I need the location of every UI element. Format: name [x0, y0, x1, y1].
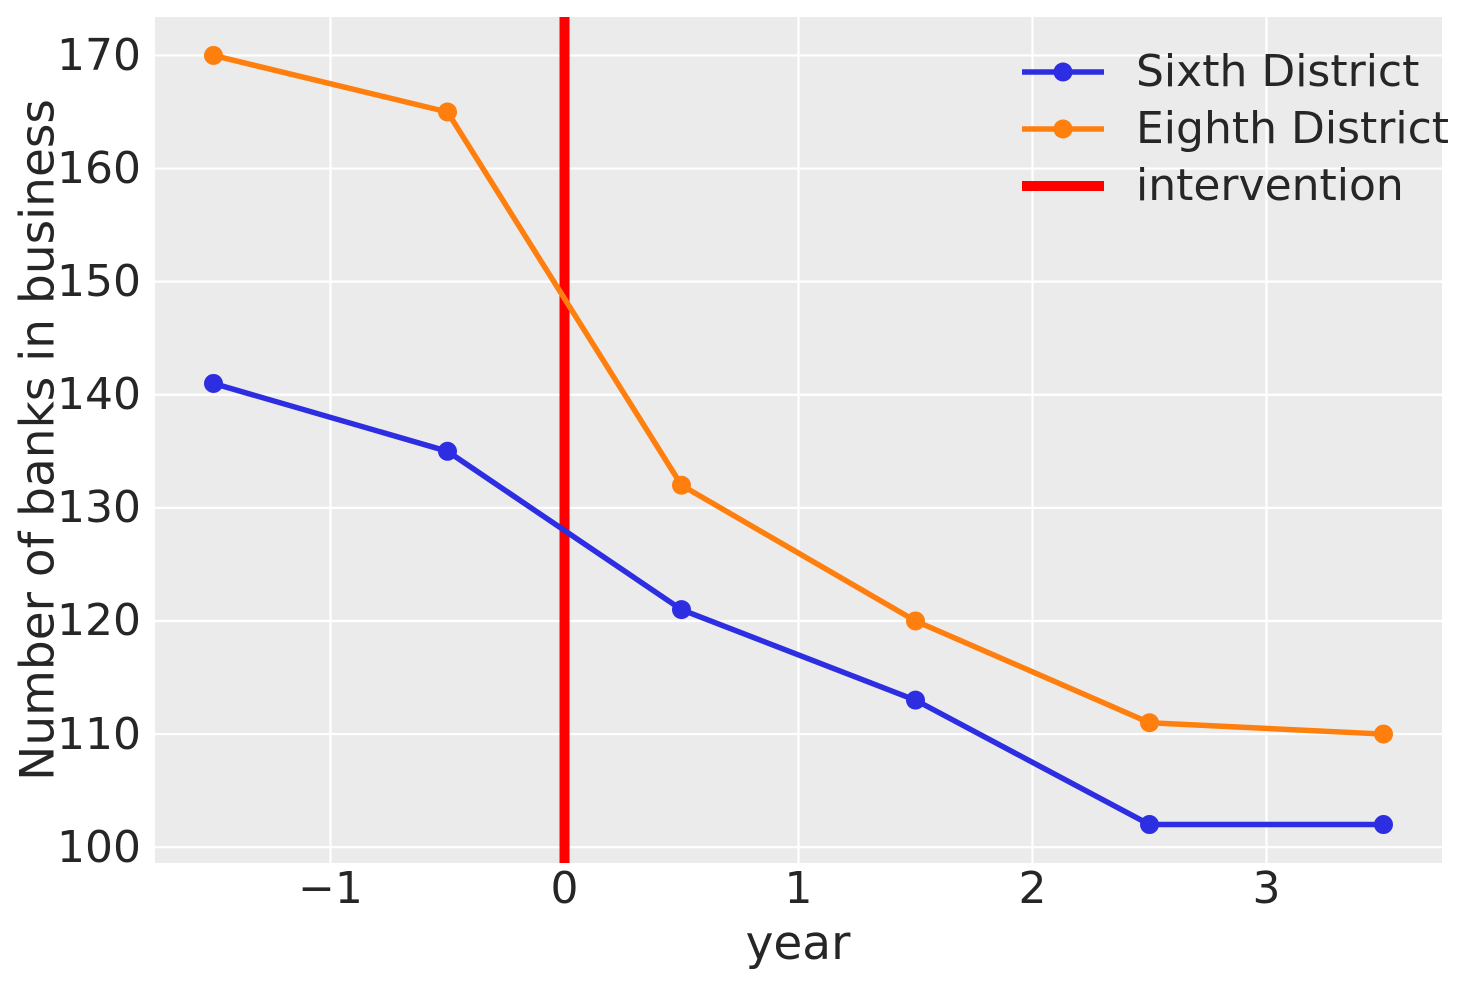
intervention-line-icon [1022, 180, 1104, 191]
y-tick-label: 150 [57, 256, 141, 308]
y-tick-label: 100 [57, 821, 141, 873]
data-point [204, 45, 223, 65]
legend-item-eighth-district: Eighth District [1018, 100, 1449, 157]
data-point [204, 373, 223, 393]
data-point [438, 102, 457, 122]
y-tick-label: 130 [57, 482, 141, 534]
data-point [906, 611, 925, 631]
series-line-1 [210, 52, 1387, 737]
series-line-0 [210, 380, 1387, 828]
legend-label-sixth-district: Sixth District [1136, 46, 1420, 97]
x-tick-label: 0 [550, 863, 579, 914]
x-tick-label: 1 [784, 863, 813, 914]
data-point [906, 690, 925, 710]
data-point [672, 475, 691, 495]
data-point [1140, 713, 1159, 733]
y-tick-label: 160 [57, 143, 141, 195]
data-point [1374, 724, 1393, 744]
data-point [672, 600, 691, 620]
legend-label-intervention: intervention [1136, 160, 1404, 211]
legend-label-eighth-district: Eighth District [1136, 103, 1450, 154]
data-point [438, 441, 457, 461]
x-tick-label: 2 [1018, 863, 1047, 914]
y-axis-label: Number of banks in business [10, 99, 66, 781]
legend-item-sixth-district: Sixth District [1018, 43, 1449, 100]
y-tick-label: 170 [57, 29, 141, 81]
eighth-district-line-marker-icon [1022, 119, 1104, 138]
data-point [1374, 815, 1393, 835]
legend: Sixth District Eighth District intervent… [1018, 43, 1449, 214]
y-tick-label: 140 [57, 369, 141, 421]
x-tick-label: 3 [1252, 863, 1281, 914]
x-tick-label: −1 [298, 863, 363, 914]
y-tick-label: 110 [57, 708, 141, 760]
y-axis-ticks: 100 110 120 130 140 150 160 170 [0, 0, 141, 983]
legend-item-intervention: intervention [1018, 157, 1449, 214]
sixth-district-line-marker-icon [1022, 62, 1104, 81]
data-point [1140, 815, 1159, 835]
y-tick-label: 120 [57, 595, 141, 647]
x-axis-label: year [745, 916, 851, 971]
